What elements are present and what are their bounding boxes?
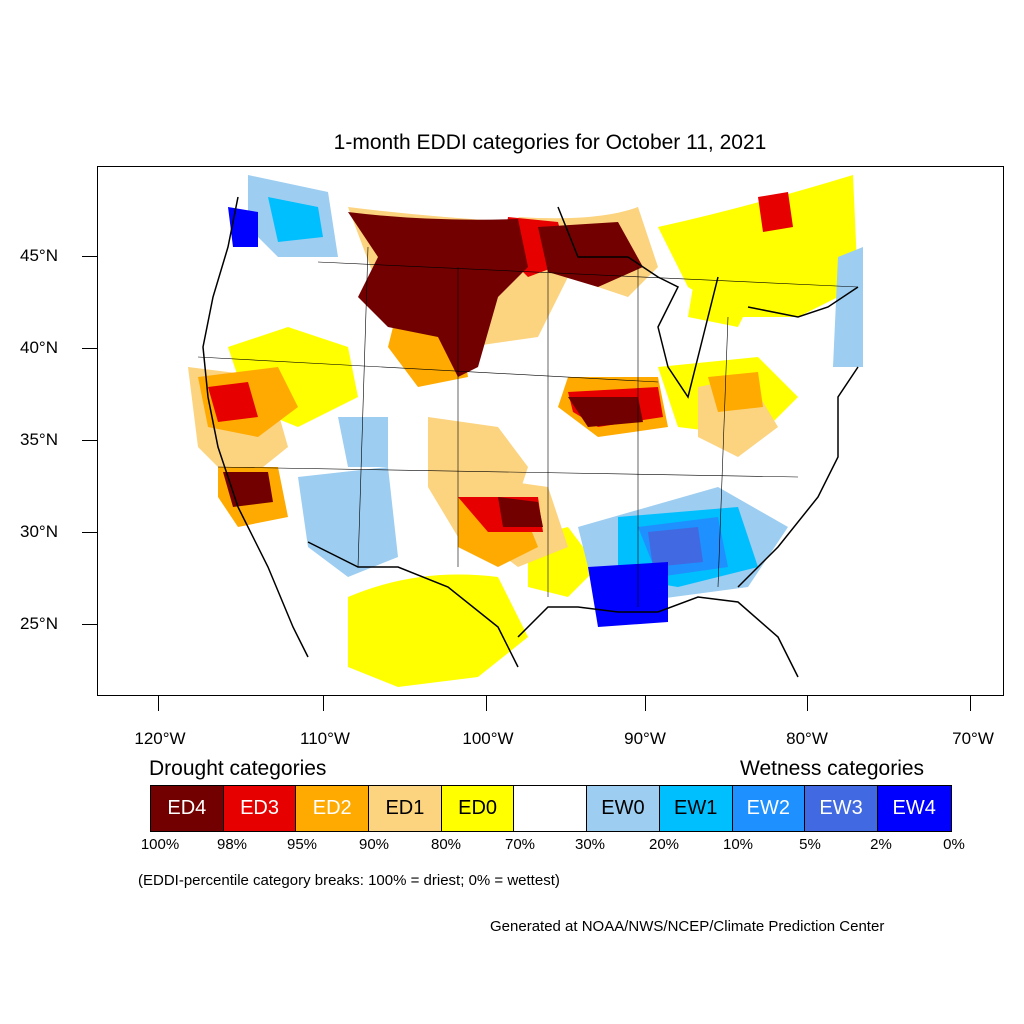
map-title: 1-month EDDI categories for October 11, … — [333, 131, 767, 154]
lat-label: 25°N — [20, 614, 58, 633]
lat-label: 45°N — [20, 246, 58, 265]
lat-tick — [82, 440, 97, 441]
legend-colorbar: ED4 ED3 ED2 ED1 ED0 EW0 EW1 EW2 EW3 EW4 — [150, 785, 952, 832]
break-label: 10% — [722, 836, 754, 853]
break-label: 30% — [574, 836, 606, 853]
legend-swatch: ED2 — [296, 786, 370, 831]
map-panel — [97, 166, 1004, 696]
lat-tick — [82, 348, 97, 349]
legend-swatch: EW3 — [805, 786, 878, 831]
lat-label: 30°N — [20, 522, 58, 541]
break-label: 80% — [430, 836, 462, 853]
drought-heading: Drought categories — [149, 757, 327, 780]
break-label: 98% — [216, 836, 248, 853]
lon-tick — [645, 696, 646, 711]
break-label: 5% — [799, 836, 821, 853]
lon-label: 120°W — [134, 729, 186, 748]
legend-swatch: EW2 — [732, 786, 806, 831]
legend-swatch: EW0 — [587, 786, 660, 831]
legend-swatch: ED3 — [223, 786, 297, 831]
break-label: 0% — [943, 836, 965, 853]
break-label: 2% — [870, 836, 892, 853]
category-ed4-regions — [223, 212, 643, 527]
legend-swatch: ED0 — [441, 786, 515, 831]
lon-label: 80°W — [786, 729, 828, 748]
break-label: 100% — [140, 836, 180, 853]
lon-tick — [323, 696, 324, 711]
lat-label: 35°N — [20, 430, 58, 449]
wetness-heading: Wetness categories — [740, 757, 925, 780]
lat-tick — [82, 624, 97, 625]
category-ew3-regions — [648, 527, 703, 567]
coastlines-and-borders — [202, 196, 859, 678]
legend-swatch — [514, 786, 588, 831]
lon-label: 90°W — [624, 729, 666, 748]
break-label: 95% — [286, 836, 318, 853]
category-break-note: (EDDI-percentile category breaks: 100% =… — [138, 872, 560, 889]
lon-label: 100°W — [462, 729, 514, 748]
break-label: 20% — [648, 836, 680, 853]
lat-tick — [82, 532, 97, 533]
lon-tick — [486, 696, 487, 711]
break-label: 70% — [504, 836, 536, 853]
lat-tick — [82, 256, 97, 257]
legend-swatch: ED1 — [369, 786, 442, 831]
legend-swatch: ED4 — [151, 786, 224, 831]
lat-label: 40°N — [20, 338, 58, 357]
lon-label: 110°W — [300, 729, 350, 748]
legend-swatch: EW4 — [877, 786, 951, 831]
lon-tick — [158, 696, 159, 711]
lon-tick — [970, 696, 971, 711]
lon-tick — [807, 696, 808, 711]
credit-line: Generated at NOAA/NWS/NCEP/Climate Predi… — [490, 918, 885, 935]
eddi-map — [188, 172, 863, 687]
legend-swatch: EW1 — [659, 786, 733, 831]
state-borders — [197, 246, 859, 607]
break-label: 90% — [358, 836, 390, 853]
lon-label: 70°W — [952, 729, 994, 748]
